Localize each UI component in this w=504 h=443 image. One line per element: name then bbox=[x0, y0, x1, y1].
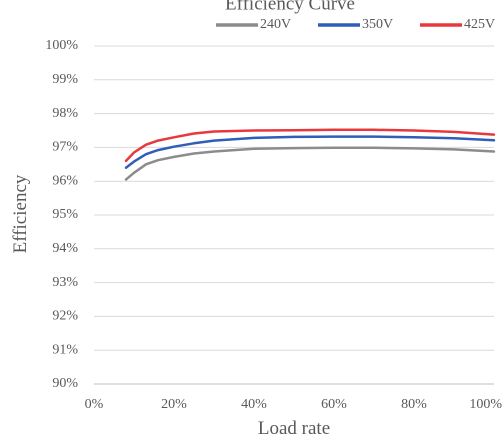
y-tick-labels: 90% 91% 92% 93% 94% 95% 96% 97% 98% 99% 100% bbox=[45, 38, 78, 391]
legend-item: 240V bbox=[216, 17, 291, 32]
series-line-350v bbox=[124, 135, 496, 169]
legend: 240V 350V 425V bbox=[216, 17, 495, 32]
x-tick-label: 0% bbox=[85, 397, 104, 412]
y-tick-label: 91% bbox=[52, 342, 78, 357]
grid-lines bbox=[94, 45, 494, 351]
y-tick-label: 98% bbox=[52, 106, 78, 121]
y-tick-label: 100% bbox=[45, 38, 78, 53]
x-tick-label: 100% bbox=[469, 397, 502, 412]
legend-label: 240V bbox=[260, 17, 291, 32]
y-tick-label: 99% bbox=[52, 72, 78, 87]
x-tick-label: 40% bbox=[241, 397, 267, 412]
y-axis-title: Efficiency bbox=[10, 174, 31, 253]
x-tick-labels: 0% 20% 40% 60% 80% 100% bbox=[85, 397, 503, 412]
legend-item: 425V bbox=[420, 17, 495, 32]
x-tick-label: 60% bbox=[321, 397, 347, 412]
y-tick-label: 97% bbox=[52, 140, 78, 155]
y-tick-label: 90% bbox=[52, 376, 78, 391]
y-tick-label: 93% bbox=[52, 275, 78, 290]
series-line-240v bbox=[124, 146, 496, 181]
series-line-425v bbox=[124, 128, 496, 163]
x-tick-label: 20% bbox=[161, 397, 187, 412]
y-tick-label: 94% bbox=[52, 241, 78, 256]
y-tick-label: 92% bbox=[52, 309, 78, 324]
legend-item: 350V bbox=[318, 17, 393, 32]
legend-label: 350V bbox=[362, 17, 393, 32]
legend-label: 425V bbox=[464, 17, 495, 32]
series-lines bbox=[124, 128, 496, 181]
x-tick-label: 80% bbox=[401, 397, 427, 412]
y-tick-label: 95% bbox=[52, 207, 78, 222]
x-axis-title: Load rate bbox=[258, 418, 330, 439]
y-tick-label: 96% bbox=[52, 173, 78, 188]
chart-title: Efficiency Curve bbox=[225, 0, 355, 14]
